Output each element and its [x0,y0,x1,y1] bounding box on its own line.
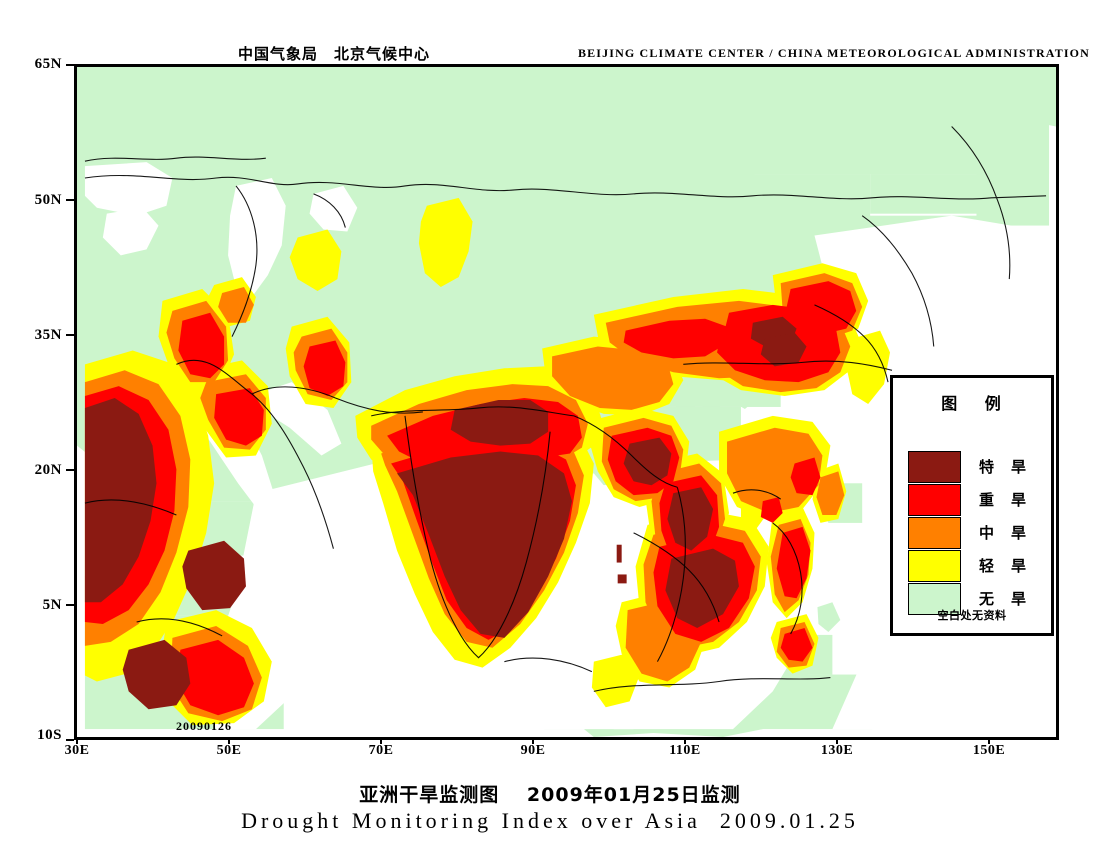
y-axis-label-4: 5N [42,597,62,613]
x-axis-label-0: 30E [64,743,90,758]
x-tick-2 [380,737,382,744]
y-tick-1 [66,199,74,201]
x-axis-label-4: 110E [669,743,701,758]
legend-item-moderate[interactable]: 中 旱 [908,516,1027,549]
y-axis-label-3: 20N [34,462,62,478]
y-tick-0 [66,64,74,66]
legend-label-none: 无 旱 [979,590,1028,608]
y-tick-3 [66,469,74,471]
x-axis-label-2: 70E [368,743,394,758]
y-tick-5 [66,739,74,741]
processing-date-stamp: 20090126 [176,719,232,733]
legend-item-light[interactable]: 轻 旱 [908,549,1027,582]
x-axis-label-5: 130E [820,743,854,758]
legend-label-extreme: 特 旱 [979,458,1028,476]
x-tick-3 [532,737,534,744]
legend-items: 特 旱 重 旱 中 旱 轻 旱 无 旱 [908,450,1027,615]
x-tick-0 [76,737,78,744]
x-axis-label-3: 90E [520,743,546,758]
y-axis-label-1: 50N [34,192,62,208]
x-tick-4 [684,737,686,744]
x-tick-1 [228,737,230,744]
y-tick-4 [66,604,74,606]
legend-no-data-note: 空白处无资料 [937,609,1007,622]
legend-swatch-extreme [908,450,961,483]
legend-swatch-severe [908,483,961,516]
legend-label-light: 轻 旱 [979,557,1028,575]
x-tick-6 [988,737,990,744]
y-axis-label-5: 10S [37,727,62,743]
legend-item-none[interactable]: 无 旱 [908,582,1027,615]
legend-box: 图 例 特 旱 重 旱 中 旱 轻 旱 无 旱 空白处无资料 [890,375,1054,636]
legend-swatch-none [908,582,961,615]
legend-label-moderate: 中 旱 [979,524,1028,542]
x-tick-5 [836,737,838,744]
y-axis-label-0: 65N [34,56,62,72]
x-axis-label-6: 150E [972,743,1006,758]
legend-item-extreme[interactable]: 特 旱 [908,450,1027,483]
legend-swatch-moderate [908,516,961,549]
y-axis-label-2: 35N [34,327,62,343]
map-title-english: Drought Monitoring Index over Asia 2009.… [241,808,859,833]
legend-label-severe: 重 旱 [979,491,1028,509]
map-title-chinese: 亚洲干旱监测图 2009年01月25日监测 [359,784,741,806]
legend-title: 图 例 [941,394,1003,413]
coastline-lines [84,126,1047,692]
x-axis-label-1: 50E [216,743,242,758]
y-tick-2 [66,334,74,336]
legend-swatch-light [908,549,961,582]
agency-name-english: BEIJING CLIMATE CENTER / CHINA METEOROLO… [578,46,1090,60]
agency-name-chinese: 中国气象局 北京气候中心 [238,45,431,63]
legend-item-severe[interactable]: 重 旱 [908,483,1027,516]
